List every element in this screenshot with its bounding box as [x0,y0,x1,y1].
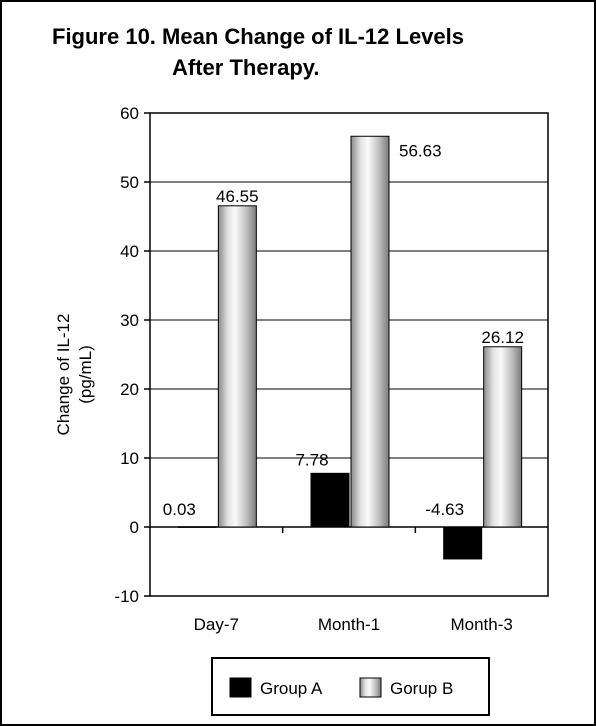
y-tick-label: 10 [120,449,139,468]
chart-title-line-2: After Therapy. [172,55,320,80]
y-tick-label: 50 [120,173,139,192]
x-category-label: Month-3 [450,615,512,634]
y-axis-title-line-2: (pg/mL) [76,345,95,404]
y-tick-label: 40 [120,242,139,261]
bar-group-a [177,526,217,528]
legend-label-group-b: Gorup B [390,679,453,698]
bar-group-b [483,346,523,528]
y-axis-title-line-1: Change of IL-12 [54,314,73,436]
data-label-group-b: 46.55 [216,187,259,206]
bar-group-a [443,526,483,560]
data-label-group-a: 0.03 [163,500,196,519]
y-tick-label: 30 [120,311,139,330]
y-tick-label: 0 [130,518,139,537]
legend-swatch-group-b [359,677,382,698]
y-tick-label: -10 [114,587,139,606]
y-axis-title: Change of IL-12 (pg/mL) [54,314,95,436]
bar-group-b [350,135,390,528]
x-category-label: Month-1 [318,615,380,634]
plot-border [149,112,549,597]
data-label-group-b: 26.12 [481,328,524,347]
y-tick-label: 60 [120,104,139,123]
y-tick-label: 20 [120,380,139,399]
data-label-group-a: -4.63 [425,500,464,519]
data-label-group-a: 7.78 [295,450,328,469]
legend-swatch-group-a [229,677,252,698]
bar-group-a [310,472,350,528]
x-category-label: Day-7 [194,615,239,634]
chart-title-line-1: Figure 10. Mean Change of IL-12 Levels [52,24,464,49]
legend-box [211,657,490,716]
data-label-group-b: 56.63 [399,141,442,160]
bar-group-b [217,205,257,528]
legend: Group A Gorup B [211,657,490,716]
plot-area: -10 0 10 20 30 40 50 60 0.03 46.55 Day-7 7.78 56.63 M… [114,104,549,634]
legend-label-group-a: Group A [260,679,323,698]
